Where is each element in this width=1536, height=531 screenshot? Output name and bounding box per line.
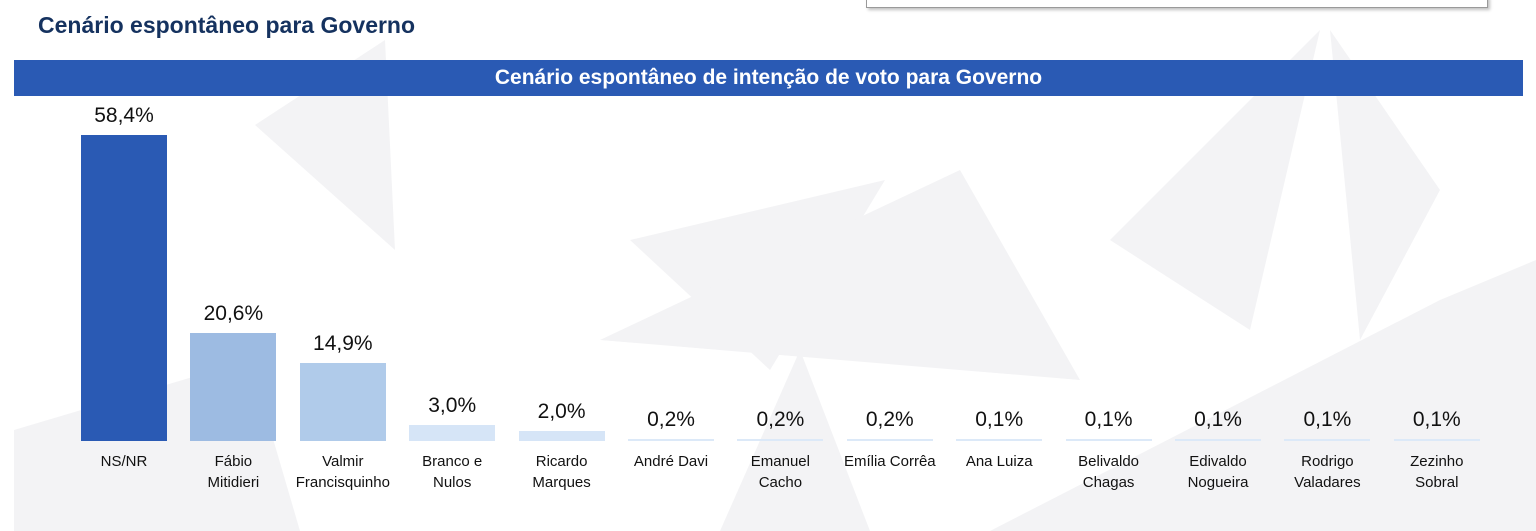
category-label: Fábio Mitidieri [207, 453, 260, 491]
data-label: 0,2% [756, 408, 805, 431]
overlay-panel-edge [866, 0, 1488, 8]
chart-title: Cenário espontâneo de intenção de voto p… [14, 60, 1523, 96]
data-label: 3,0% [428, 394, 477, 418]
category-label: Edivaldo Nogueira [1187, 453, 1249, 491]
data-label: 0,2% [647, 408, 695, 431]
bar [1284, 439, 1371, 441]
category-label: Rodrigo Valadares [1294, 453, 1361, 491]
data-label: 14,9% [313, 331, 373, 355]
bar [299, 362, 386, 441]
category-label: Emília Corrêa [843, 453, 936, 470]
data-label: 0,1% [1084, 408, 1133, 431]
bar [81, 135, 167, 441]
bar [1175, 439, 1261, 441]
bar [190, 333, 277, 441]
data-label: 0,1% [1303, 408, 1352, 431]
bar [1393, 439, 1480, 441]
category-label: Ana Luiza [965, 453, 1033, 470]
data-label: 58,4% [94, 104, 154, 127]
category-label: Emanuel Cacho [750, 453, 810, 491]
bar [628, 439, 714, 441]
bar [518, 430, 605, 441]
data-label: 2,0% [537, 399, 586, 423]
bar [409, 425, 496, 441]
bar [846, 439, 933, 441]
category-label: NS/NR [100, 453, 148, 470]
data-label: 20,6% [203, 302, 264, 326]
bar [737, 439, 824, 441]
bar [956, 439, 1043, 441]
category-label: Belivaldo Chagas [1078, 453, 1140, 491]
category-label: Zezinho Sobral [1410, 453, 1464, 491]
category-label: André Davi [633, 453, 709, 470]
bar [1065, 439, 1152, 441]
category-label: Valmir Francisquinho [295, 453, 390, 491]
data-label: 0,1% [1194, 408, 1242, 431]
page-title: Cenário espontâneo para Governo [38, 12, 416, 38]
category-label: Ricardo Marques [532, 453, 591, 491]
data-label: 0,1% [1412, 408, 1461, 431]
data-label: 0,1% [975, 408, 1024, 431]
data-label: 0,2% [865, 408, 914, 431]
category-label: Branco e Nulos [422, 453, 483, 491]
